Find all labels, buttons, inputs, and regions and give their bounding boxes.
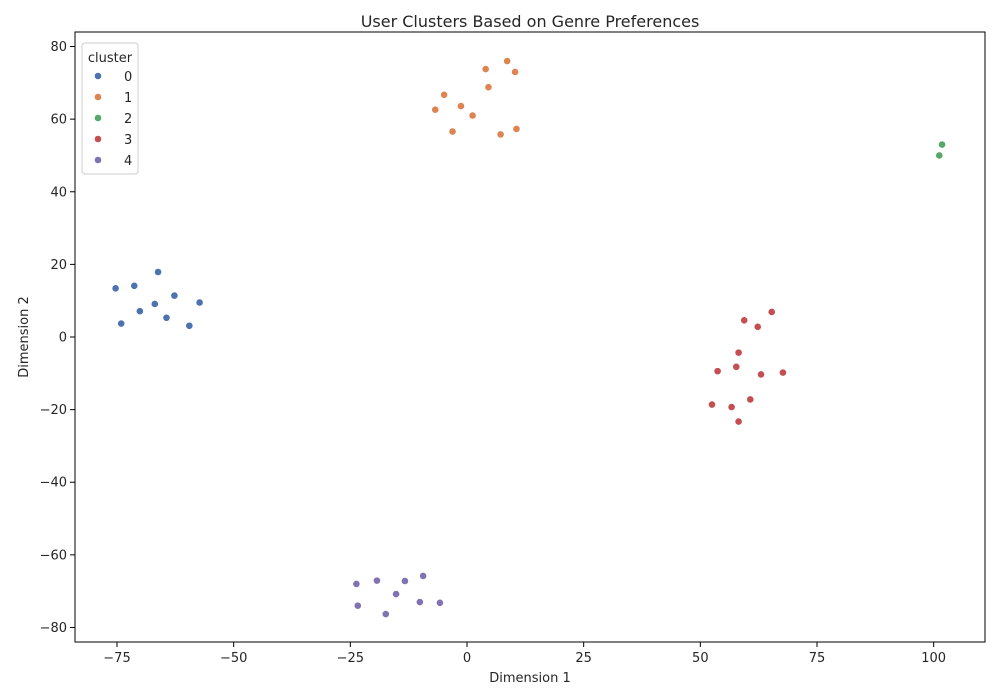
data-point-cluster-1 (511, 68, 519, 76)
plot-background (75, 32, 985, 642)
data-point-cluster-3 (779, 368, 787, 377)
x-axis-label: Dimension 1 (489, 671, 571, 686)
x-tick-label: 100 (921, 651, 946, 666)
y-tick-label: 40 (50, 185, 67, 200)
y-axis-label: Dimension 2 (17, 296, 32, 378)
data-point-cluster-2 (938, 140, 946, 149)
chart-title: User Clusters Based on Genre Preferences (361, 12, 700, 31)
legend-marker-4 (94, 156, 102, 164)
data-point-cluster-3 (734, 417, 743, 426)
data-point-cluster-1 (448, 127, 457, 136)
x-tick-label: 50 (692, 651, 709, 666)
x-tick-label: 75 (809, 651, 826, 666)
y-tick-label: 0 (59, 331, 67, 346)
data-point-cluster-3 (746, 395, 755, 404)
legend-marker-2 (94, 114, 102, 122)
legend-marker-1 (94, 93, 102, 101)
data-point-cluster-4 (353, 601, 362, 610)
legend-label-3: 3 (124, 133, 132, 148)
y-tick-label: −20 (40, 403, 67, 418)
legend-label-1: 1 (124, 91, 132, 106)
data-point-cluster-3 (757, 370, 765, 379)
data-point-cluster-1 (440, 90, 449, 99)
data-point-cluster-0 (162, 313, 171, 322)
data-point-cluster-4 (392, 590, 400, 598)
y-tick-label: −60 (40, 548, 67, 563)
data-point-cluster-3 (753, 322, 762, 331)
data-point-cluster-4 (401, 577, 409, 585)
data-points (111, 57, 946, 618)
data-point-cluster-0 (135, 307, 144, 316)
legend-marker-0 (94, 72, 102, 80)
data-point-cluster-4 (373, 576, 381, 585)
y-tick-label: 80 (50, 40, 67, 55)
data-point-cluster-2 (935, 151, 944, 160)
data-point-cluster-1 (512, 125, 521, 133)
legend-items: 0 1 2 3 4 (94, 70, 132, 169)
x-tick-label: 25 (575, 651, 592, 666)
data-point-cluster-3 (732, 362, 741, 371)
data-point-cluster-0 (154, 268, 162, 276)
x-tick-label: 0 (463, 651, 471, 666)
data-point-cluster-4 (436, 598, 444, 607)
data-point-cluster-1 (431, 105, 440, 114)
legend-label-0: 0 (124, 70, 132, 85)
y-tick-label: 20 (50, 258, 67, 273)
data-point-cluster-4 (419, 572, 428, 580)
data-point-cluster-0 (111, 284, 120, 293)
data-point-cluster-3 (713, 367, 722, 376)
data-point-cluster-4 (381, 610, 390, 618)
legend-marker-3 (94, 135, 102, 143)
data-point-cluster-3 (734, 348, 743, 357)
y-tick-label: −80 (40, 621, 67, 636)
data-point-cluster-0 (195, 298, 204, 307)
data-point-cluster-1 (496, 130, 505, 139)
x-tick-label: −25 (337, 651, 364, 666)
y-tick-label: −40 (40, 476, 67, 491)
x-axis-ticks: −75 −50 −25 0 25 50 75 100 (103, 642, 946, 666)
y-axis-ticks: −80 −60 −40 −20 0 20 40 60 80 (40, 40, 75, 636)
data-point-cluster-0 (130, 281, 139, 290)
data-point-cluster-3 (767, 308, 776, 316)
data-point-cluster-3 (708, 400, 716, 409)
data-point-cluster-1 (503, 57, 512, 65)
data-point-cluster-0 (150, 300, 159, 308)
data-point-cluster-0 (185, 321, 194, 330)
data-point-cluster-0 (117, 319, 126, 328)
legend-title: cluster (88, 51, 133, 66)
data-point-cluster-4 (352, 580, 361, 588)
data-point-cluster-3 (727, 403, 736, 411)
data-point-cluster-4 (415, 598, 424, 606)
data-point-cluster-0 (170, 291, 179, 300)
data-point-cluster-1 (468, 111, 477, 120)
data-point-cluster-1 (457, 102, 465, 110)
data-point-cluster-3 (740, 316, 749, 325)
y-tick-label: 60 (50, 113, 67, 128)
legend: cluster 0 1 2 3 4 (81, 42, 139, 175)
legend-label-4: 4 (124, 154, 132, 169)
legend-label-2: 2 (124, 112, 132, 127)
data-point-cluster-1 (484, 83, 493, 92)
x-tick-label: −75 (103, 651, 130, 666)
data-point-cluster-1 (481, 65, 490, 73)
x-tick-label: −50 (220, 651, 247, 666)
